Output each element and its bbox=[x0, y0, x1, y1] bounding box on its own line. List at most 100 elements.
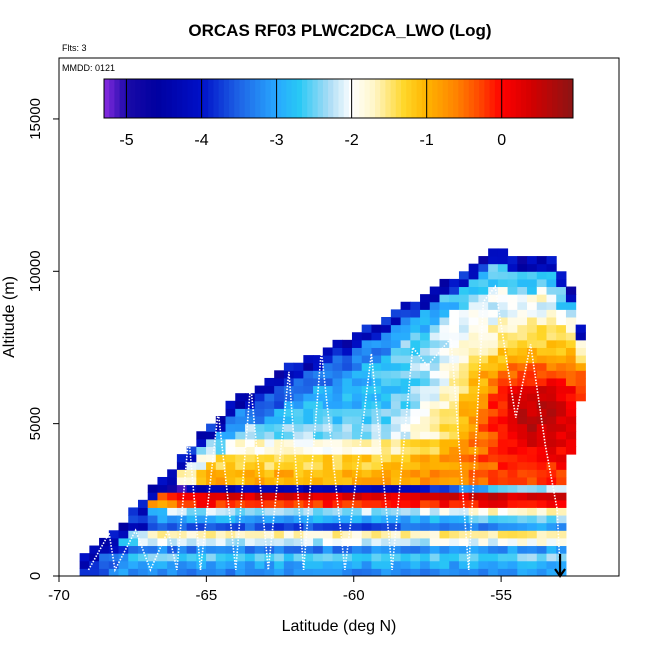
heatmap-cell bbox=[215, 545, 227, 554]
heatmap-cell bbox=[556, 446, 567, 455]
heatmap-cell bbox=[381, 400, 392, 409]
heatmap-cell bbox=[449, 370, 460, 379]
heatmap-cell bbox=[478, 324, 489, 333]
heatmap-cell bbox=[99, 553, 110, 562]
heatmap-cell bbox=[507, 271, 518, 280]
heatmap-cell bbox=[449, 545, 460, 554]
heatmap-cell bbox=[458, 347, 470, 356]
heatmap-cell bbox=[381, 461, 392, 470]
heatmap-cell bbox=[283, 522, 295, 531]
heatmap-cell bbox=[400, 469, 411, 478]
heatmap-cell bbox=[176, 553, 188, 562]
heatmap-cell bbox=[361, 469, 372, 478]
heatmap-cell bbox=[167, 469, 178, 478]
heatmap-cell bbox=[439, 339, 450, 348]
heatmap-cell bbox=[488, 294, 499, 303]
heatmap-cell bbox=[157, 492, 168, 501]
heatmap-cell bbox=[527, 286, 538, 295]
heatmap-cell bbox=[420, 377, 431, 387]
heatmap-cell bbox=[458, 507, 470, 516]
heatmap-cell bbox=[322, 530, 334, 539]
heatmap-cell bbox=[488, 408, 499, 417]
heatmap-cell bbox=[361, 499, 372, 508]
heatmap-cell bbox=[420, 317, 431, 326]
heatmap-cell bbox=[371, 537, 382, 547]
heatmap-cell bbox=[507, 370, 518, 379]
heatmap-cell bbox=[536, 393, 547, 402]
heatmap-cell bbox=[322, 568, 334, 577]
heatmap-cell bbox=[371, 553, 382, 562]
colorbar-segment bbox=[317, 79, 324, 118]
heatmap-cell bbox=[536, 271, 547, 280]
heatmap-cell bbox=[468, 446, 479, 455]
heatmap-cell bbox=[332, 362, 343, 371]
heatmap-cell bbox=[517, 553, 528, 562]
heatmap-cell bbox=[488, 446, 499, 455]
heatmap-cell bbox=[206, 522, 217, 531]
heatmap-cell bbox=[390, 499, 402, 508]
heatmap-cell bbox=[264, 469, 275, 478]
heatmap-cell bbox=[497, 408, 509, 417]
heatmap-cell bbox=[274, 408, 285, 417]
heatmap-cell bbox=[244, 431, 256, 440]
heatmap-cell bbox=[313, 560, 324, 569]
heatmap-cell bbox=[244, 530, 256, 539]
heatmap-cell bbox=[420, 408, 431, 417]
heatmap-cell bbox=[507, 438, 518, 447]
heatmap-cell bbox=[546, 454, 557, 463]
heatmap-cell bbox=[420, 324, 431, 333]
heatmap-cell bbox=[235, 400, 246, 409]
colorbar-segment bbox=[505, 79, 511, 118]
heatmap-cell bbox=[381, 530, 392, 539]
heatmap-cell bbox=[351, 385, 363, 394]
heatmap-cell bbox=[517, 263, 528, 272]
heatmap-cell bbox=[536, 317, 547, 326]
heatmap-cell bbox=[342, 408, 353, 417]
heatmap-cell bbox=[439, 553, 450, 562]
colorbar-segment bbox=[552, 79, 558, 118]
heatmap-cell bbox=[342, 393, 353, 402]
heatmap-cell bbox=[527, 431, 538, 440]
heatmap-cell bbox=[371, 370, 382, 379]
colorbar-segment bbox=[182, 79, 188, 118]
colorbar-segment bbox=[369, 79, 376, 118]
heatmap-cell bbox=[351, 438, 363, 447]
heatmap-cell bbox=[303, 370, 314, 379]
heatmap-cell bbox=[400, 400, 411, 409]
heatmap-cell bbox=[361, 416, 372, 425]
heatmap-cell bbox=[313, 499, 324, 508]
heatmap-cell bbox=[274, 469, 285, 478]
heatmap-cell bbox=[517, 309, 528, 318]
heatmap-cell bbox=[429, 347, 441, 356]
heatmap-cell bbox=[303, 560, 314, 569]
heatmap-cell bbox=[497, 362, 509, 371]
heatmap-cell bbox=[351, 560, 363, 569]
heatmap-cell bbox=[507, 355, 518, 364]
heatmap-cell bbox=[488, 263, 499, 272]
heatmap-cell bbox=[313, 362, 324, 371]
heatmap-cell bbox=[254, 515, 265, 524]
heatmap-cell bbox=[176, 469, 188, 478]
heatmap-cell bbox=[488, 317, 499, 326]
heatmap-cell bbox=[313, 431, 324, 440]
heatmap-cell bbox=[429, 324, 441, 333]
heatmap-cell bbox=[361, 423, 372, 432]
heatmap-cell bbox=[565, 423, 577, 432]
heatmap-cell bbox=[497, 370, 509, 379]
heatmap-cell bbox=[488, 256, 499, 265]
heatmap-cell bbox=[439, 537, 450, 547]
heatmap-cell bbox=[546, 416, 557, 425]
heatmap-cell bbox=[400, 454, 411, 463]
heatmap-cell bbox=[468, 271, 479, 280]
heatmap-cell bbox=[283, 568, 295, 577]
heatmap-cell bbox=[264, 568, 275, 577]
heatmap-cell bbox=[196, 515, 207, 524]
heatmap-cell bbox=[342, 446, 353, 455]
heatmap-cell bbox=[225, 469, 236, 478]
heatmap-cell bbox=[517, 484, 528, 493]
heatmap-cell bbox=[186, 568, 197, 577]
heatmap-cell bbox=[507, 515, 518, 524]
heatmap-cell bbox=[527, 515, 538, 524]
heatmap-cell bbox=[546, 332, 557, 341]
heatmap-cell bbox=[556, 339, 567, 348]
